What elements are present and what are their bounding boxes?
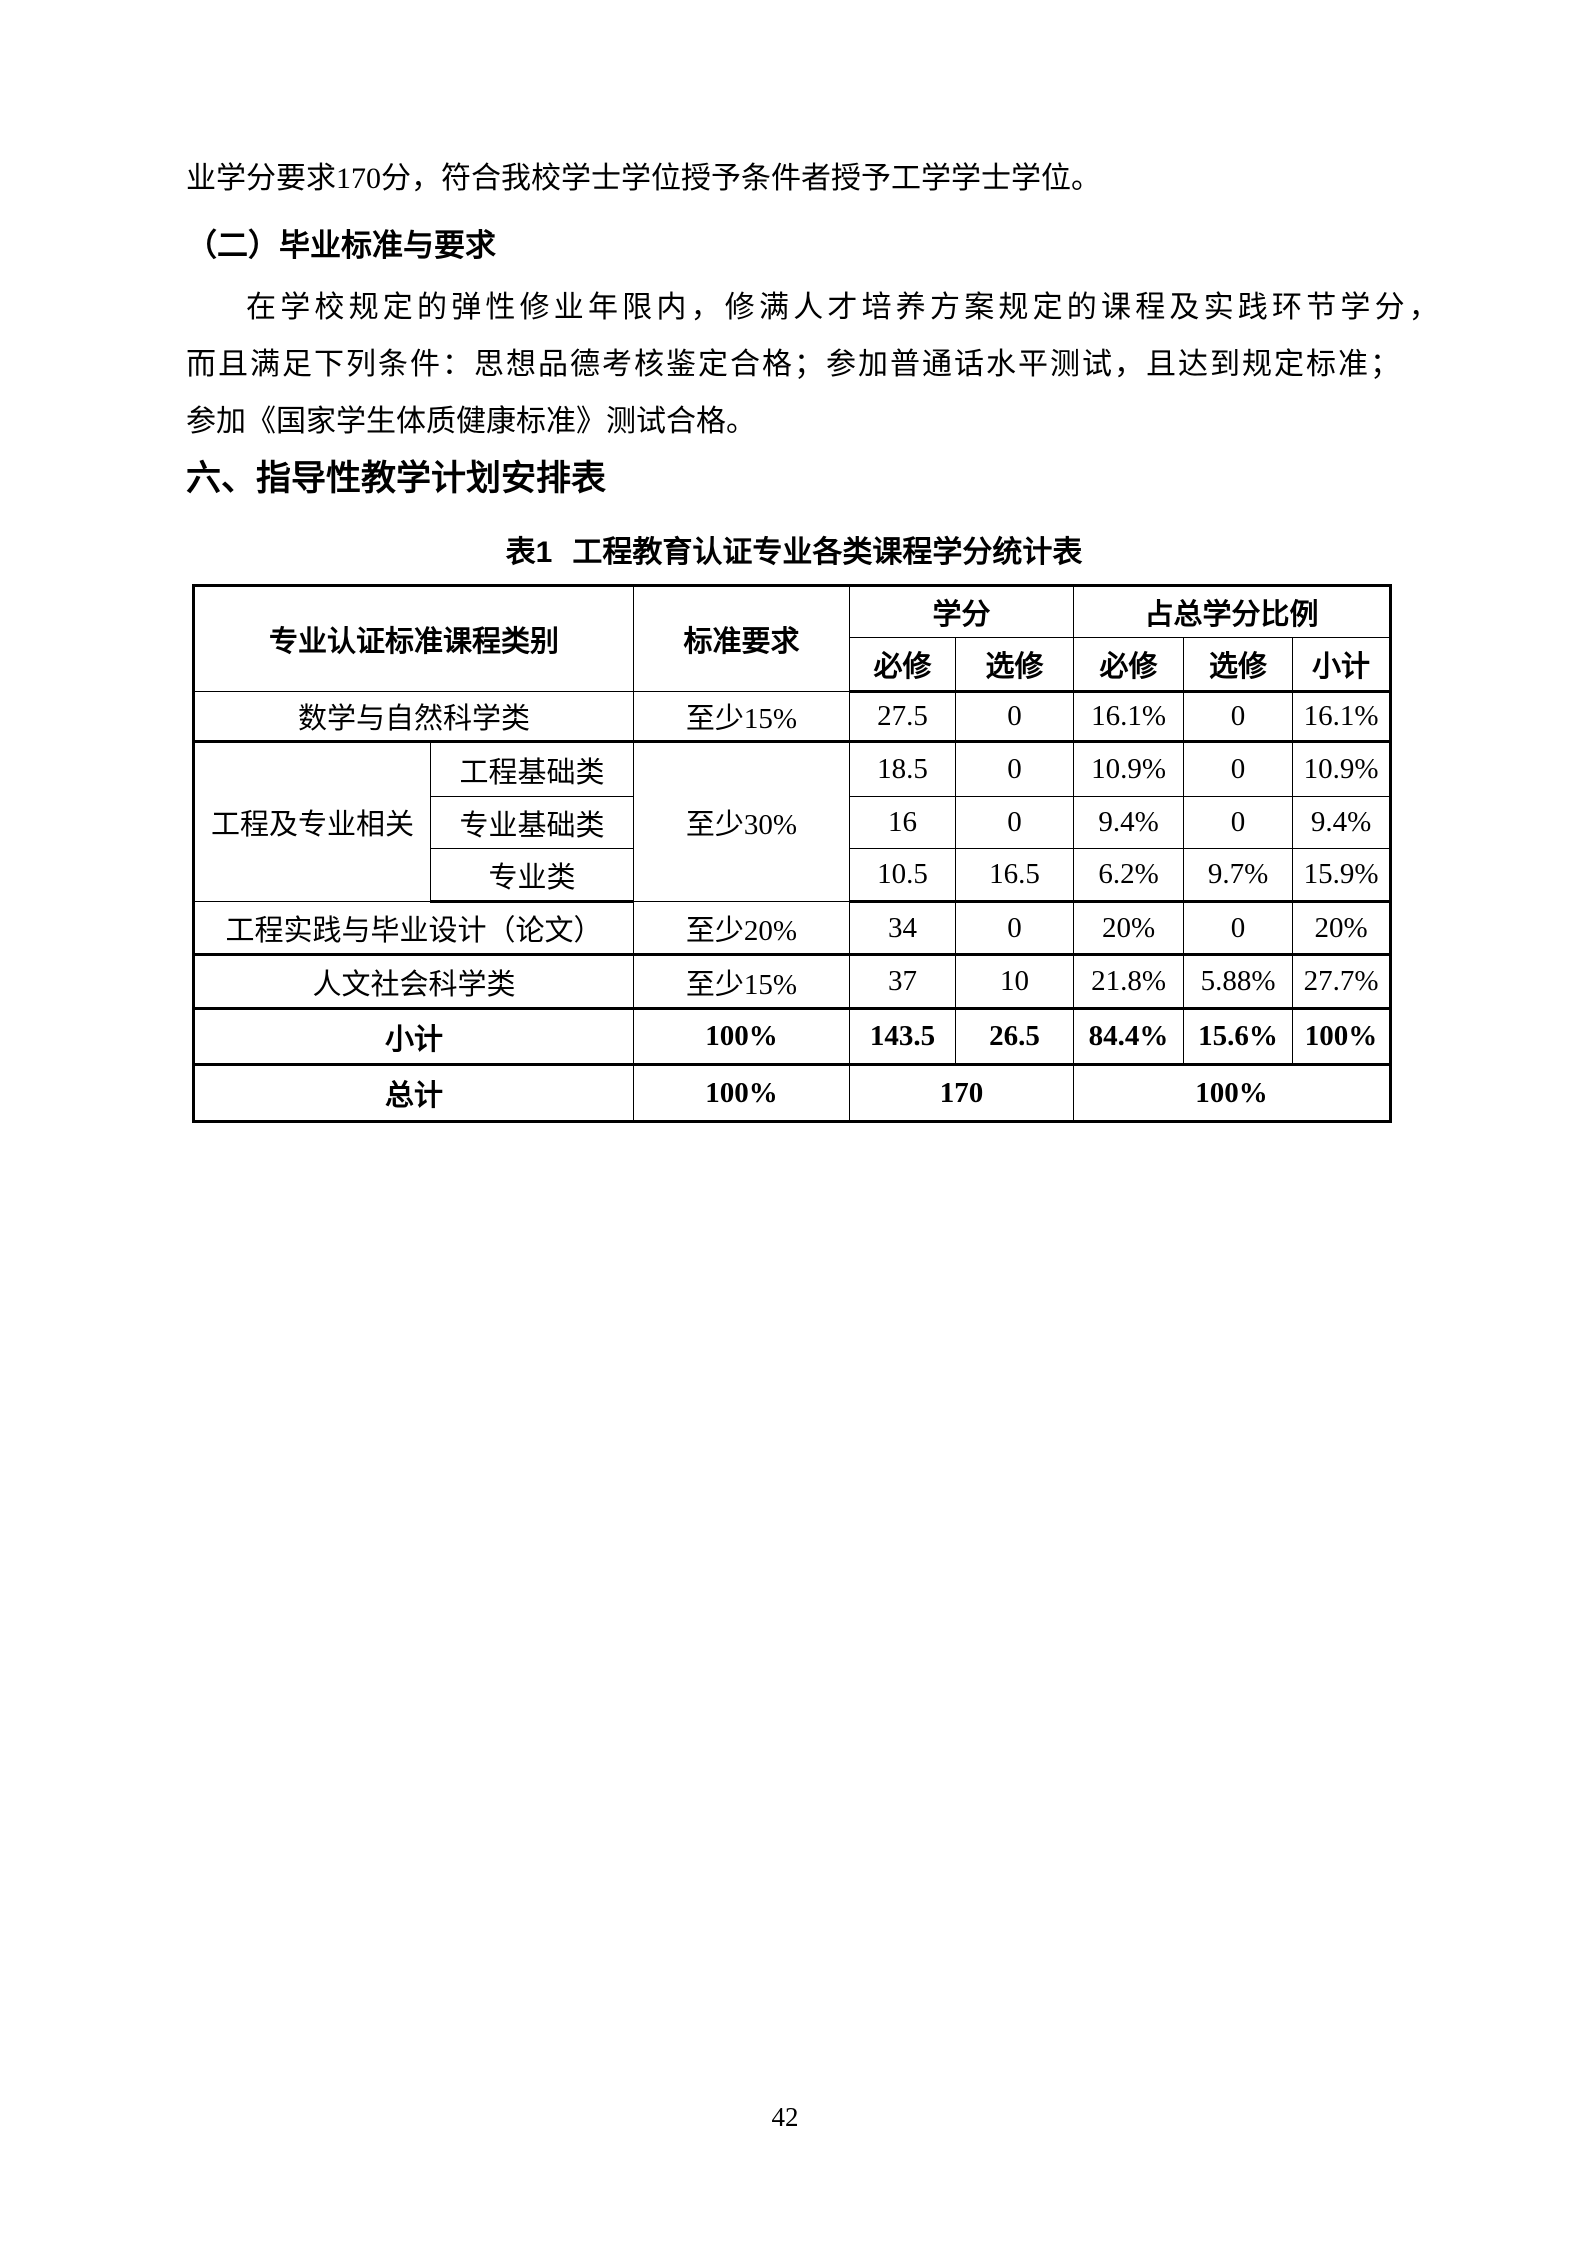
table-cell: 0: [955, 901, 1075, 956]
table-cell: 0: [1183, 901, 1294, 956]
table-row-humanities: 人文社会科学类 至少15% 37 10 21.8% 5.88% 27.7%: [192, 954, 1392, 1010]
header-category: 专业认证标准课程类别: [192, 585, 635, 692]
table-cell: 工程基础类: [429, 741, 635, 797]
table-cell: 26.5: [955, 1008, 1075, 1066]
header-credits-group: 学分: [849, 585, 1075, 638]
table-cell: 0: [1183, 741, 1294, 797]
table-cell: 20%: [1073, 901, 1185, 956]
table-cell: 小计: [192, 1008, 635, 1066]
header-requirement: 标准要求: [633, 585, 851, 692]
table-header-row-bottom: 必修 选修 必修 选修 小计: [194, 637, 1392, 693]
table-cell: 0: [955, 691, 1075, 743]
paragraph-continuation-line: 业学分要求170分，符合我校学士学位授予条件者授予工学学士学位。: [186, 162, 1101, 195]
table-cell: 0: [1183, 691, 1294, 743]
header-credits-elective: 选修: [955, 637, 1075, 693]
table-row-engineering-basic: 工程及专业相关 工程基础类 至少30% 18.5 0 10.9% 0 10.9%: [193, 741, 1392, 902]
table-cell: 9.7%: [1183, 848, 1294, 903]
table-cell: 10.9%: [1073, 741, 1185, 797]
table-cell: 16.1%: [1073, 691, 1185, 743]
table-row-professional-basic: 专业基础类 16 0 9.4% 0 9.4%: [194, 796, 1392, 849]
table-row-total: 总计 100% 170 100%: [192, 1064, 1392, 1122]
header-credits-required: 必修: [849, 637, 957, 693]
header-ratio-required: 必修: [1073, 637, 1185, 693]
paragraph-line: 在学校规定的弹性修业年限内，修满人才培养方案规定的课程及实践环节学分，: [246, 291, 1443, 324]
table-cell: 10.5: [849, 848, 957, 903]
page-number: 42: [771, 2102, 799, 2132]
table-cell: 20%: [1292, 901, 1392, 956]
table-caption-title: 工程教育认证专业各类课程学分统计表: [572, 536, 1083, 569]
table-cell: 84.4%: [1073, 1008, 1185, 1066]
table-cell: 数学与自然科学类: [192, 691, 635, 743]
table-cell: 人文社会科学类: [192, 954, 635, 1010]
table-cell: 100%: [1292, 1008, 1392, 1066]
table-cell: 170: [849, 1064, 1075, 1122]
credit-statistics-table: 专业认证标准课程类别 标准要求 学分 占总学分比例 必修 选修 必修 选修 小计…: [192, 584, 1393, 1123]
table-cell: 专业类: [429, 848, 635, 903]
table-row-practice-thesis: 工程实践与毕业设计（论文） 至少20% 34 0 20% 0 20%: [192, 901, 1392, 956]
table-cell: 15.6%: [1183, 1008, 1294, 1066]
table-cell: 10.9%: [1292, 741, 1392, 797]
table-cell-group-requirement: 至少30%: [633, 741, 851, 902]
table-cell: 34: [849, 901, 957, 956]
table-cell-group-label: 工程及专业相关: [193, 741, 431, 902]
table-cell: 工程实践与毕业设计（论文）: [192, 901, 635, 956]
paragraph-line: 参加《国家学生体质健康标准》测试合格。: [186, 405, 756, 438]
table-caption: 表1 工程教育认证专业各类课程学分统计表: [186, 527, 1402, 571]
table-cell: 0: [955, 796, 1075, 849]
table-cell: 10: [955, 954, 1075, 1010]
table-cell: 27.7%: [1292, 954, 1392, 1010]
table-cell: 至少15%: [633, 691, 851, 743]
table-row-math-science: 数学与自然科学类 至少15% 27.5 0 16.1% 0 16.1%: [192, 691, 1392, 743]
table-cell: 15.9%: [1292, 848, 1392, 903]
table-row-subtotal: 小计 100% 143.5 26.5 84.4% 15.6% 100%: [192, 1008, 1392, 1066]
table-cell: 专业基础类: [429, 796, 635, 849]
table-header-row-top: 专业认证标准课程类别 标准要求 学分 占总学分比例: [192, 585, 1392, 692]
table-cell: 37: [849, 954, 957, 1010]
table-cell: 100%: [633, 1064, 851, 1122]
paragraph-line: 而且满足下列条件：思想品德考核鉴定合格；参加普通话水平测试，且达到规定标准；: [186, 348, 1402, 381]
table-cell: 9.4%: [1292, 796, 1392, 849]
table-cell: 0: [955, 741, 1075, 797]
table-cell: 100%: [1073, 1064, 1392, 1122]
table-cell: 0: [1183, 796, 1294, 849]
table-cell: 18.5: [849, 741, 957, 797]
table-caption-label: 表1: [505, 536, 553, 569]
section-heading: （二）毕业标准与要求: [186, 228, 496, 263]
table-cell: 6.2%: [1073, 848, 1185, 903]
table-cell: 27.5: [849, 691, 957, 743]
table-cell: 9.4%: [1073, 796, 1185, 849]
table-cell: 16.5: [955, 848, 1075, 903]
table-cell: 143.5: [849, 1008, 957, 1066]
chapter-heading: 六、指导性教学计划安排表: [186, 459, 607, 498]
table-cell: 100%: [633, 1008, 851, 1066]
header-ratio-elective: 选修: [1183, 637, 1294, 693]
table-cell: 5.88%: [1183, 954, 1294, 1010]
table-cell: 至少20%: [633, 901, 851, 956]
header-ratio-group: 占总学分比例: [1073, 585, 1392, 638]
table-cell: 16.1%: [1292, 691, 1392, 743]
table-cell: 16: [849, 796, 957, 849]
header-ratio-subtotal: 小计: [1292, 637, 1392, 693]
table-cell: 总计: [192, 1064, 635, 1122]
table-cell: 21.8%: [1073, 954, 1185, 1010]
table-cell: 至少15%: [633, 954, 851, 1010]
table-row-professional: 专业类 10.5 16.5 6.2% 9.7% 15.9%: [194, 848, 1392, 903]
